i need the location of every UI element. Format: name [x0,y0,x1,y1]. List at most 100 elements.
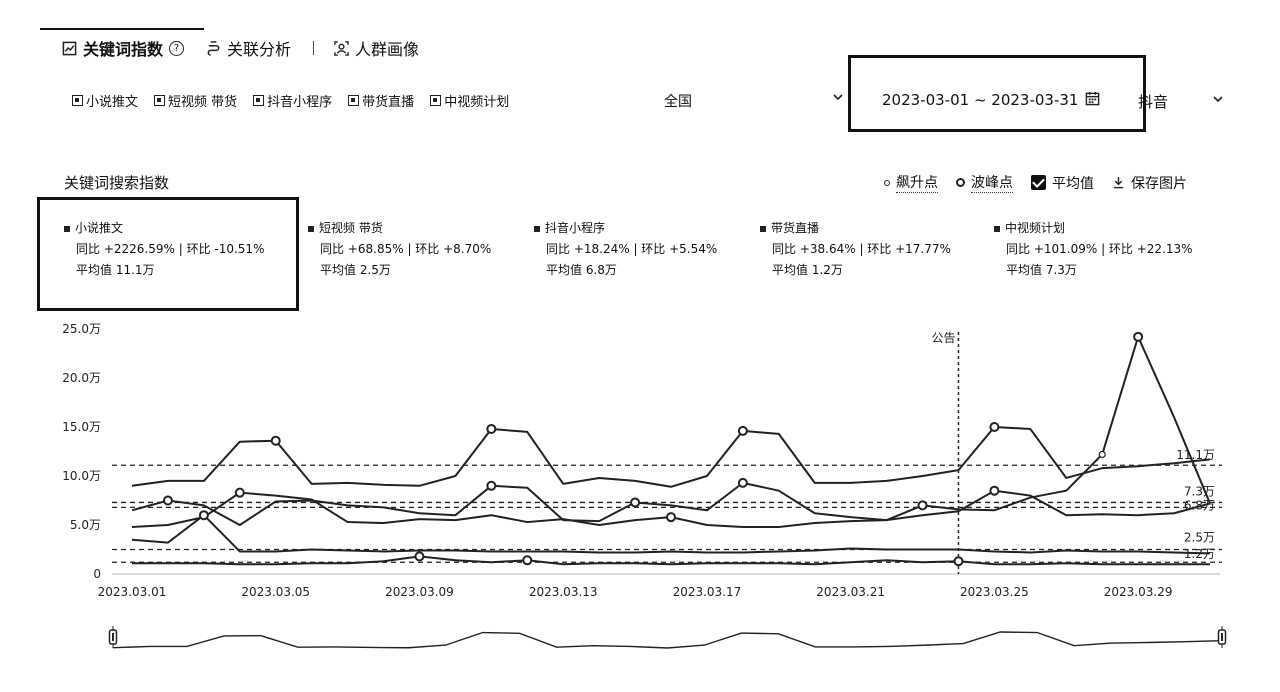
card-title: 中视频计划 [1005,221,1066,235]
section-title: 关键词搜索指数 [64,174,170,192]
surge-point-toggle[interactable]: 飙升点 [884,172,938,193]
surge-point [1098,450,1106,459]
help-icon[interactable]: ? [169,40,185,56]
y-tick-label: 0 [93,567,101,581]
link-icon [207,40,220,56]
peak-point [414,551,425,562]
peak-point [666,512,676,523]
active-tab-indicator [40,28,204,30]
peak-point [989,485,1000,496]
summary-cards: 小说推文 同比 +2226.59% | 环比 -10.51% 平均值 11.1万… [0,218,1280,288]
card-title: 小说推文 [75,221,124,235]
average-label: 1.2万 [1184,547,1215,561]
average-toggle[interactable]: 平均值 [1031,173,1094,193]
download-icon [1113,176,1124,189]
peak-point [737,477,748,488]
x-tick-label: 2023.03.25 [960,585,1029,599]
card-live-sales[interactable]: 带货直播 同比 +38.64% | 环比 +17.77% 平均值 1.2万 [760,218,951,281]
filter-mid-video-plan[interactable]: 中视频计划 [430,91,509,110]
chevron-down-icon [1212,91,1224,112]
card-average: 平均值 1.2万 [772,263,843,277]
card-novel-promo[interactable]: 小说推文 同比 +2226.59% | 环比 -10.51% 平均值 11.1万 [64,218,264,281]
peak-point [486,423,497,434]
peak-point [270,435,281,446]
platform-select[interactable]: 抖音 [1138,91,1224,112]
x-tick-label: 2023.03.21 [816,585,885,599]
control-label: 保存图片 [1131,175,1187,192]
filter-live-sales[interactable]: 带货直播 [348,91,414,110]
x-tick-label: 2023.03.29 [1104,585,1173,599]
x-tick-label: 2023.03.09 [385,585,454,599]
filter-label: 抖音小程序 [267,95,333,110]
x-tick-label: 2023.03.13 [529,585,598,599]
average-label: 7.3万 [1184,484,1215,498]
tab-label: 关键词指数 [83,40,164,59]
card-change: 同比 +18.24% | 环比 +5.54% [546,242,718,256]
card-mid-video-plan[interactable]: 中视频计划 同比 +101.09% | 环比 +22.13% 平均值 7.3万 [994,218,1193,281]
legend-square-icon [994,225,1000,232]
circle-icon [956,178,965,187]
peak-point [953,556,964,567]
range-slider[interactable] [0,618,1280,668]
peak-point [522,555,533,566]
peak-point-toggle[interactable]: 波峰点 [956,172,1013,193]
series-line [132,555,1210,566]
region-select[interactable]: 全国 [664,91,844,111]
card-change: 同比 +101.09% | 环比 +22.13% [1006,242,1193,256]
card-mini-program[interactable]: 抖音小程序 同比 +18.24% | 环比 +5.54% 平均值 6.8万 [534,218,717,281]
series-line [131,514,1211,555]
peak-point [630,497,641,508]
peak-point [198,510,209,521]
legend-square-icon [534,225,540,232]
chevron-down-icon [832,91,844,111]
announcement-label: 公告 [931,331,955,345]
x-tick-label: 2023.03.01 [98,585,167,599]
person-scan-icon [334,40,349,56]
peak-point [989,422,1000,432]
peak-point [1133,331,1144,342]
filter-label: 小说推文 [86,95,139,110]
card-average: 平均值 6.8万 [546,263,617,277]
search-index-chart[interactable]: 0 5.0万 10.0万 15.0万 20.0万 25.0万 2023.03.01 2023.… [0,310,1280,610]
checkbox[interactable] [154,95,166,106]
card-title: 短视频 带货 [319,221,383,235]
platform-value: 抖音 [1138,93,1169,111]
y-tick-label: 10.0万 [62,469,101,483]
x-tick-label: 2023.03.05 [241,585,310,599]
checkbox[interactable] [348,95,360,106]
tab-audience-profile[interactable]: 人群画像 [334,36,419,60]
tab-keyword-index[interactable]: 关键词指数 ? [62,36,185,60]
series-line [131,426,1211,488]
filter-novel-promo[interactable]: 小说推文 [72,91,138,110]
filter-short-video-sales[interactable]: 短视频 带货 [154,91,237,110]
peak-point [162,495,173,506]
checkbox[interactable] [430,95,442,106]
tab-divider [313,41,315,55]
peak-point [234,487,245,498]
checkbox[interactable] [72,95,83,106]
checkbox[interactable] [253,95,265,106]
card-average: 平均值 2.5万 [320,263,391,277]
filter-mini-program[interactable]: 抖音小程序 [253,91,332,110]
tab-label: 人群画像 [355,40,420,59]
card-change: 同比 +38.64% | 环比 +17.77% [772,242,951,256]
card-short-video-sales[interactable]: 短视频 带货 同比 +68.85% | 环比 +8.70% 平均值 2.5万 [308,218,491,281]
x-tick-label: 2023.03.17 [673,585,742,599]
tab-related-analysis[interactable]: 关联分析 [206,36,291,60]
region-value: 全国 [664,94,692,110]
date-range-picker[interactable]: 2023-03-01 ~ 2023-03-31 [882,91,1079,109]
legend-square-icon [64,225,70,232]
keyword-filter-list: 小说推文 短视频 带货 抖音小程序 带货直播 中视频计划 [72,91,509,110]
tab-bar: 关键词指数 ? 关联分析 人群画像 [40,28,441,68]
save-image-button[interactable]: 保存图片 [1112,173,1187,193]
y-tick-label: 25.0万 [62,322,101,336]
y-tick-label: 5.0万 [70,518,101,532]
y-tick-label: 15.0万 [62,420,101,434]
card-title: 抖音小程序 [545,221,606,235]
y-tick-label: 20.0万 [62,371,101,385]
card-title: 带货直播 [771,221,820,235]
calendar-icon[interactable] [1085,91,1100,106]
filter-label: 短视频 带货 [168,95,238,110]
small-circle-icon [884,179,890,186]
peak-point [486,480,497,491]
